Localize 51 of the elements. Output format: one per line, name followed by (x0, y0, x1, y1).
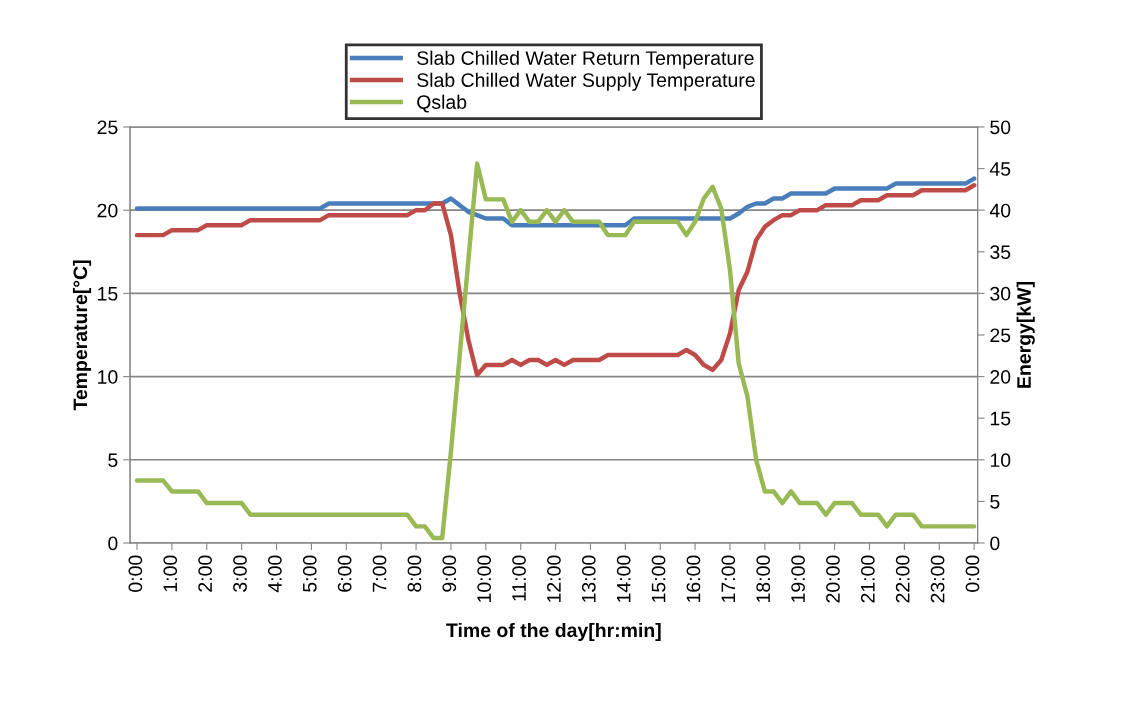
x-tick-label: 19:00 (791, 555, 805, 602)
x-tick-label: 4:00 (267, 555, 282, 593)
line-series (134, 176, 977, 228)
y2-tick-label: 5 (990, 495, 1000, 509)
y2-tick-label: 15 (990, 411, 1011, 426)
y2-axis-title: Energy[kW] (1016, 282, 1035, 388)
x-tick-label: 0:00 (128, 555, 143, 592)
y2-tick-label: 0 (990, 536, 1000, 551)
y-tick-label: 5 (108, 453, 118, 468)
y2-tick-label: 50 (990, 120, 1011, 135)
legend-label: Qslab (417, 94, 467, 113)
y2-tick-label: 20 (990, 370, 1011, 384)
y-tick-label: 10 (98, 370, 118, 384)
x-tick-label: 17:00 (721, 555, 736, 602)
legend-label: Slab Chilled Water Supply Temperature (417, 72, 755, 91)
y-tick-label: 0 (108, 536, 118, 551)
x-tick-label: 22:00 (895, 555, 910, 603)
x-tick-label: 21:00 (860, 555, 875, 603)
x-tick-label: 14:00 (616, 555, 631, 602)
y2-tick-label: 30 (990, 286, 1011, 301)
y-tick-label: 25 (97, 120, 118, 135)
line-series (134, 161, 977, 541)
x-tick-label: 7:00 (372, 555, 387, 592)
x-tick-label: 18:00 (756, 555, 771, 602)
x-tick-label: 20:00 (826, 555, 840, 603)
y2-tick-label: 10 (990, 453, 1011, 468)
x-tick-label: 23:00 (930, 555, 945, 603)
y-tick-label: 15 (98, 287, 118, 301)
x-tick-label: 13:00 (581, 555, 596, 602)
y2-tick-label: 35 (990, 245, 1011, 260)
x-tick-label: 0:00 (965, 555, 980, 592)
x-tick-label: 11:00 (512, 555, 526, 601)
line-series (134, 183, 977, 378)
x-tick-label: 3:00 (233, 555, 247, 592)
x-tick-label: 1:00 (163, 555, 178, 592)
x-tick-label: 9:00 (442, 555, 457, 592)
x-tick-label: 12:00 (547, 555, 561, 602)
y2-tick-label: 25 (990, 328, 1011, 343)
y2-tick-label: 45 (989, 162, 1011, 176)
y2-tick-label: 40 (989, 203, 1011, 218)
x-tick-label: 16:00 (686, 555, 701, 602)
x-tick-label: 8:00 (407, 555, 422, 592)
x-tick-label: 6:00 (337, 555, 352, 592)
x-tick-label: 10:00 (477, 555, 492, 602)
y-axis-title: Temperature[°C] (72, 260, 92, 411)
y-tick-label: 20 (97, 203, 118, 218)
legend-label: Slab Chilled Water Return Temperature (417, 50, 754, 69)
x-tick-label: 15:00 (651, 555, 666, 602)
x-axis-title: Time of the day[hr:min] (446, 622, 661, 642)
x-tick-label: 5:00 (302, 555, 317, 592)
x-tick-label: 2:00 (198, 555, 212, 592)
